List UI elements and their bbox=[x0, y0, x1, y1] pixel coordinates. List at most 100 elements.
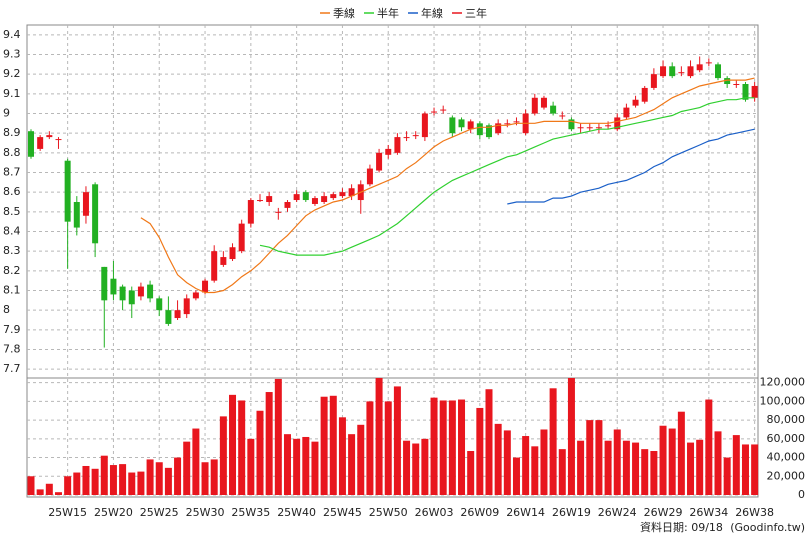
volume-bar bbox=[512, 457, 520, 495]
volume-bar bbox=[577, 440, 585, 495]
candle-body bbox=[339, 192, 346, 197]
x-tick-label: 25W35 bbox=[231, 506, 270, 519]
candle-body bbox=[55, 139, 62, 141]
volume-bar bbox=[54, 492, 62, 495]
x-tick-label: 26W03 bbox=[415, 506, 454, 519]
candle-body bbox=[486, 125, 492, 138]
candle-body bbox=[174, 310, 181, 319]
volume-bar bbox=[82, 465, 90, 495]
volume-bar bbox=[119, 464, 127, 495]
volume-bar bbox=[741, 444, 749, 495]
volume-bar bbox=[210, 459, 218, 495]
candle-body bbox=[348, 188, 355, 197]
candle-body bbox=[531, 97, 538, 114]
candle-body bbox=[632, 99, 639, 106]
volume-bar bbox=[238, 400, 246, 495]
volume-bar bbox=[393, 386, 401, 495]
volume-bar bbox=[164, 467, 172, 495]
y-tick-label: 8.5 bbox=[3, 205, 21, 218]
candle-body bbox=[715, 64, 721, 79]
volume-bar bbox=[494, 423, 502, 495]
candle-body bbox=[211, 251, 218, 281]
candle-body bbox=[284, 202, 291, 208]
volume-bar bbox=[302, 436, 310, 495]
x-tick-label: 25W30 bbox=[186, 506, 225, 519]
candle-body bbox=[412, 135, 419, 137]
volume-bar bbox=[45, 483, 53, 495]
candle-body bbox=[156, 298, 163, 311]
volume-bar bbox=[109, 465, 117, 495]
candle-body bbox=[128, 290, 135, 305]
candle-body bbox=[275, 211, 282, 213]
volume-bar bbox=[348, 434, 356, 495]
candle-body bbox=[220, 257, 227, 265]
candle-body bbox=[238, 223, 245, 252]
candle-body bbox=[394, 137, 401, 153]
x-tick-label: 25W15 bbox=[48, 506, 87, 519]
y-tick-label: 8.6 bbox=[3, 185, 21, 198]
volume-bar bbox=[311, 441, 319, 495]
volume-bar bbox=[522, 436, 530, 495]
candle-body bbox=[202, 280, 209, 293]
candle-body bbox=[28, 131, 34, 157]
volume-bar bbox=[146, 459, 154, 495]
candle-body bbox=[687, 66, 694, 77]
volume-bar bbox=[128, 472, 136, 495]
candle-body bbox=[137, 286, 144, 297]
volume-bar bbox=[687, 442, 695, 495]
y-tick-label: 8.1 bbox=[3, 284, 21, 297]
volume-bar bbox=[174, 457, 182, 495]
y-tick-label: 8.3 bbox=[3, 244, 21, 257]
candle-body bbox=[751, 85, 758, 98]
volume-bar bbox=[696, 439, 704, 495]
candle-body bbox=[101, 266, 108, 301]
volume-bar bbox=[265, 392, 273, 495]
source: (Goodinfo.tw) bbox=[730, 521, 805, 534]
volume-bar bbox=[91, 468, 99, 495]
volume-bar bbox=[659, 425, 667, 495]
ma-line bbox=[140, 77, 755, 294]
candle-body bbox=[311, 198, 318, 204]
volume-bar bbox=[256, 410, 264, 495]
candle-body bbox=[119, 286, 126, 301]
candle-body bbox=[595, 127, 602, 129]
candle-body bbox=[586, 127, 593, 129]
candle-body bbox=[46, 135, 53, 138]
volume-bar bbox=[604, 440, 612, 495]
candle-body bbox=[696, 64, 703, 71]
volume-tick-label: 60,000 bbox=[767, 432, 806, 445]
x-tick-label: 25W50 bbox=[369, 506, 408, 519]
candle-body bbox=[82, 192, 89, 216]
volume-bar bbox=[723, 457, 731, 495]
volume-bar bbox=[448, 400, 456, 495]
volume-bar bbox=[100, 455, 108, 495]
candle-body bbox=[37, 137, 44, 149]
candle-body bbox=[183, 298, 190, 315]
x-tick-label: 26W38 bbox=[735, 506, 774, 519]
x-tick-label: 25W20 bbox=[94, 506, 133, 519]
volume-bar bbox=[595, 420, 603, 495]
candle-body bbox=[605, 125, 612, 127]
volume-bar bbox=[366, 401, 374, 495]
candle-body bbox=[614, 117, 621, 130]
candle-body bbox=[540, 97, 547, 108]
y-tick-label: 8.4 bbox=[3, 225, 21, 238]
candle-body bbox=[110, 278, 117, 295]
candle-body bbox=[568, 119, 575, 130]
x-tick-label: 26W24 bbox=[598, 506, 637, 519]
candle-body bbox=[431, 111, 438, 113]
volume-bar bbox=[677, 411, 685, 495]
volume-bar bbox=[476, 407, 484, 495]
volume-bar bbox=[384, 401, 392, 495]
volume-bar bbox=[558, 449, 566, 495]
candle-body bbox=[513, 121, 520, 123]
volume-bar bbox=[338, 417, 346, 495]
candle-body bbox=[650, 74, 657, 88]
candle-body bbox=[742, 84, 749, 100]
volume-bar bbox=[375, 378, 383, 495]
volume-bar bbox=[732, 435, 740, 495]
candle-body bbox=[247, 200, 254, 224]
y-tick-label: 7.8 bbox=[3, 343, 21, 356]
y-tick-label: 8.9 bbox=[3, 126, 21, 139]
volume-bar bbox=[64, 476, 72, 495]
